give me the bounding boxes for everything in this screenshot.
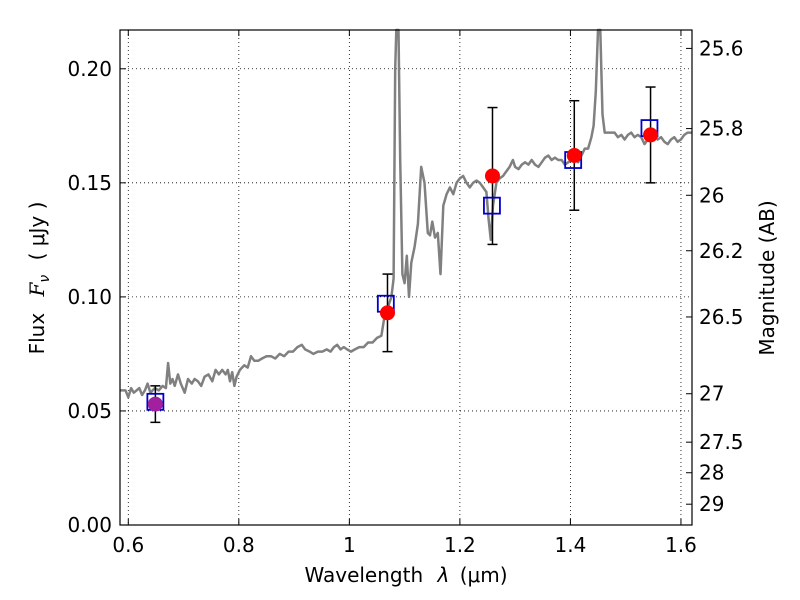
y2-tick-label: 29 bbox=[699, 492, 724, 516]
y-axis-label-prefix: Flux bbox=[25, 313, 49, 355]
observed-marker bbox=[643, 127, 659, 143]
y-tick-label: 0.20 bbox=[67, 57, 112, 81]
y-tick-label: 0.05 bbox=[67, 399, 112, 423]
y2-tick-label: 27.5 bbox=[699, 430, 744, 454]
model-spectrum-series bbox=[120, 28, 692, 399]
x-axis-label-prefix: Wavelength bbox=[304, 563, 423, 587]
y2-tick-label: 28 bbox=[699, 461, 724, 485]
y2-tick-label: 27 bbox=[699, 382, 724, 406]
y2-tick-label: 25.8 bbox=[699, 117, 744, 141]
y-tick-label: 0.00 bbox=[67, 513, 112, 537]
y-axis-label-symbol: F bbox=[25, 281, 49, 297]
y-tick-label: 0.15 bbox=[67, 171, 112, 195]
y2-tick-label: 26.2 bbox=[699, 239, 744, 263]
x-tick-label: 1.4 bbox=[555, 533, 587, 557]
x-tick-label: 1.6 bbox=[665, 533, 697, 557]
y2-tick-label: 26 bbox=[699, 183, 724, 207]
plot-frame bbox=[119, 29, 693, 526]
observed-marker bbox=[484, 168, 500, 184]
x-tick-label: 1.2 bbox=[444, 533, 476, 557]
x-tick-label: 1 bbox=[343, 533, 356, 557]
observed-marker bbox=[566, 147, 582, 163]
x-axis-label-symbol: λ bbox=[437, 563, 450, 587]
model-photometry-marker bbox=[483, 196, 501, 215]
y2-tick-label: 26.5 bbox=[699, 305, 744, 329]
y-axis-label: Flux Fν ( μJy ) bbox=[25, 202, 54, 355]
y-axis-label-unit: ( μJy ) bbox=[25, 202, 49, 261]
x-axis-label: Wavelength λ (μm) bbox=[304, 563, 507, 587]
y2-axis-label: Magnitude (AB) bbox=[755, 200, 779, 355]
x-axis-label-unit: (μm) bbox=[460, 563, 508, 587]
y2-tick-label: 25.6 bbox=[699, 36, 744, 60]
observed-photometry-series bbox=[147, 127, 659, 412]
model-spectrum-line bbox=[120, 28, 692, 399]
ticks bbox=[120, 30, 692, 526]
observed-marker bbox=[147, 396, 163, 412]
observed-marker bbox=[379, 305, 395, 321]
y-tick-label: 0.10 bbox=[67, 285, 112, 309]
tick-labels: 0.6 0.8 1 1.2 1.4 1.6 0.00 0.05 0.10 0.15 0.20 25.6… bbox=[67, 36, 743, 557]
x-tick-label: 0.6 bbox=[112, 533, 144, 557]
y-axis-label-subscript: ν bbox=[37, 275, 53, 283]
x-tick-label: 0.8 bbox=[223, 533, 255, 557]
